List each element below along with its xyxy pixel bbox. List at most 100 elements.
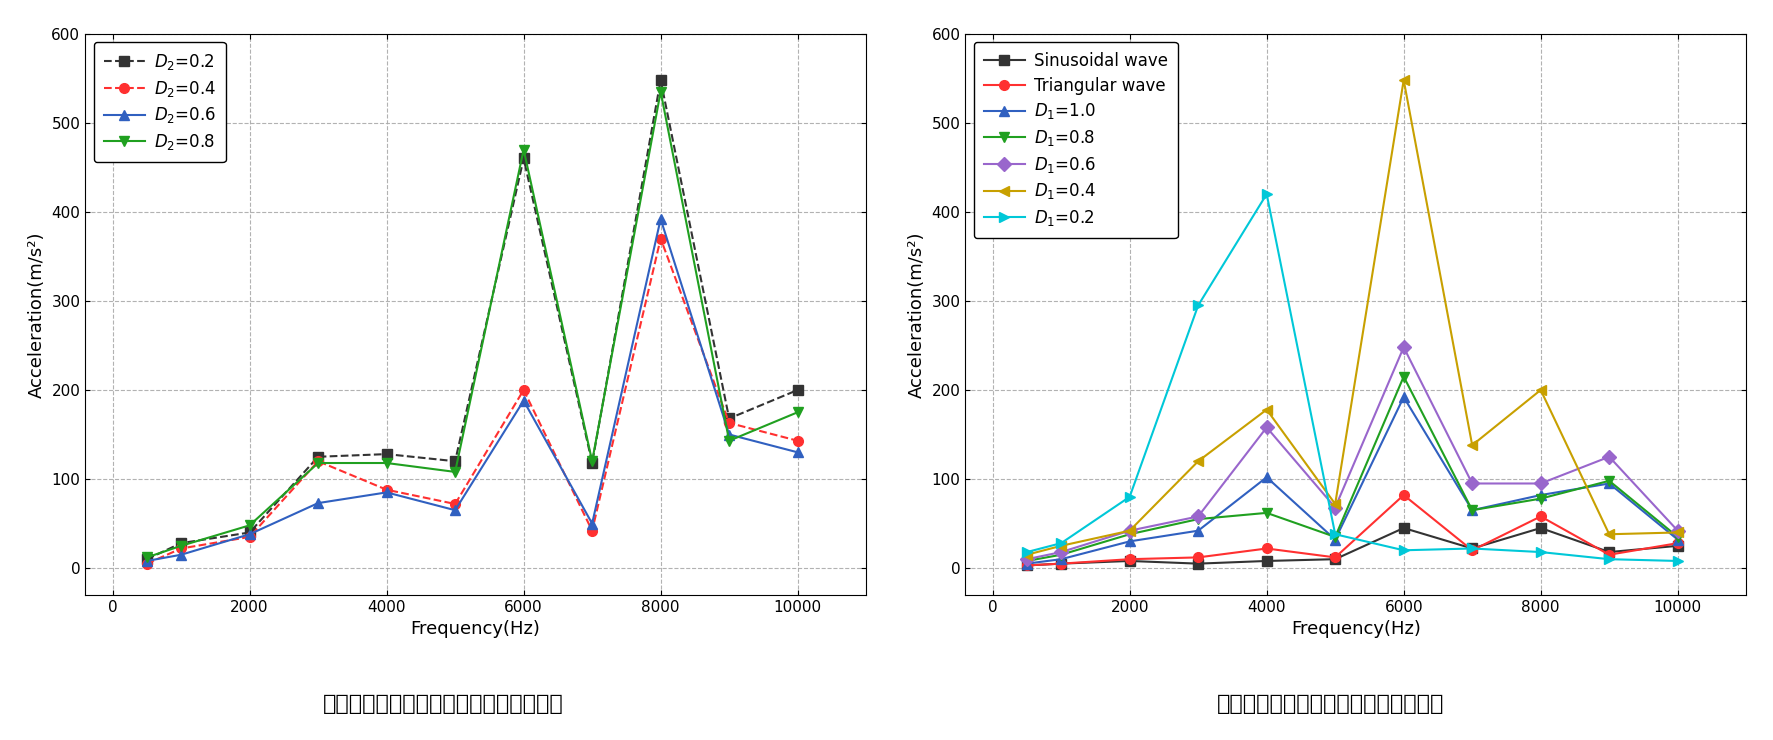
$D_1$=0.2: [1186, 301, 1207, 310]
$D_2$=0.6: [307, 499, 328, 508]
$D_2$=0.2: [376, 450, 397, 459]
$D_1$=1.0: [1461, 505, 1482, 514]
Triangular wave: [1392, 491, 1413, 500]
$D_1$=0.4: [1461, 441, 1482, 450]
$D_2$=0.6: [239, 530, 261, 539]
$D_1$=0.2: [1597, 555, 1619, 564]
$D_2$=0.2: [582, 459, 603, 468]
$D_2$=0.2: [137, 555, 158, 564]
$D_2$=0.8: [170, 542, 191, 551]
$D_2$=0.8: [512, 145, 534, 154]
$D_1$=0.2: [1392, 546, 1413, 555]
$D_1$=0.8: [1255, 508, 1277, 517]
$D_2$=0.2: [445, 457, 466, 465]
$D_2$=0.2: [787, 386, 808, 394]
$D_1$=0.4: [1324, 500, 1346, 508]
$D_2$=0.4: [376, 485, 397, 494]
Line: $D_2$=0.4: $D_2$=0.4: [142, 234, 801, 568]
$D_1$=1.0: [1119, 537, 1140, 546]
$D_1$=1.0: [1186, 526, 1207, 535]
$D_2$=0.4: [445, 500, 466, 508]
$D_1$=0.2: [1461, 544, 1482, 553]
$D_1$=0.4: [1667, 528, 1688, 537]
$D_1$=0.8: [1186, 515, 1207, 524]
$D_1$=0.8: [1050, 551, 1071, 559]
$D_1$=1.0: [1667, 535, 1688, 544]
$D_1$=0.2: [1255, 189, 1277, 198]
Text: 对称激励波形下的磁环振动加速度幅値: 对称激励波形下的磁环振动加速度幅値: [1216, 694, 1443, 714]
$D_2$=0.4: [649, 234, 670, 243]
$D_2$=0.2: [239, 528, 261, 537]
$D_2$=0.4: [787, 437, 808, 445]
$D_2$=0.2: [718, 414, 739, 423]
$D_2$=0.6: [512, 396, 534, 405]
$D_1$=0.4: [1392, 75, 1413, 84]
Line: $D_1$=0.2: $D_1$=0.2: [1021, 189, 1681, 566]
$D_1$=1.0: [1324, 535, 1346, 544]
Line: Triangular wave: Triangular wave: [1021, 490, 1681, 571]
Line: $D_1$=0.8: $D_1$=0.8: [1021, 371, 1681, 566]
$D_1$=0.4: [1186, 457, 1207, 465]
Triangular wave: [1255, 544, 1277, 553]
$D_2$=0.8: [787, 408, 808, 417]
$D_1$=0.8: [1597, 477, 1619, 485]
$D_1$=0.8: [1324, 533, 1346, 542]
$D_1$=0.6: [1119, 526, 1140, 535]
Triangular wave: [1119, 555, 1140, 564]
$D_2$=0.8: [649, 87, 670, 96]
$D_1$=1.0: [1016, 559, 1037, 568]
Text: 不对称激励波形下的磁环振动加速度幅値: 不对称激励波形下的磁环振动加速度幅値: [323, 694, 564, 714]
Triangular wave: [1016, 561, 1037, 570]
$D_2$=0.6: [170, 551, 191, 559]
$D_2$=0.6: [582, 519, 603, 528]
Legend: Sinusoidal wave, Triangular wave, $D_1$=1.0, $D_1$=0.8, $D_1$=0.6, $D_1$=0.4, $D: Sinusoidal wave, Triangular wave, $D_1$=…: [973, 42, 1177, 238]
$D_1$=0.4: [1119, 526, 1140, 535]
X-axis label: Frequency(Hz): Frequency(Hz): [1291, 620, 1420, 638]
$D_2$=0.6: [137, 556, 158, 565]
$D_2$=0.8: [376, 459, 397, 468]
Triangular wave: [1528, 512, 1550, 521]
$D_1$=0.8: [1392, 372, 1413, 381]
$D_1$=0.6: [1461, 479, 1482, 488]
$D_1$=0.8: [1119, 530, 1140, 539]
Triangular wave: [1186, 553, 1207, 562]
$D_1$=0.8: [1461, 505, 1482, 514]
$D_1$=0.4: [1528, 386, 1550, 394]
Sinusoidal wave: [1597, 548, 1619, 556]
Line: $D_2$=0.2: $D_2$=0.2: [142, 75, 801, 564]
$D_2$=0.4: [239, 533, 261, 542]
$D_1$=0.6: [1324, 503, 1346, 512]
Y-axis label: Acceleration(m/s²): Acceleration(m/s²): [28, 231, 46, 397]
Triangular wave: [1050, 559, 1071, 568]
$D_2$=0.6: [445, 505, 466, 514]
Triangular wave: [1324, 553, 1346, 562]
$D_2$=0.4: [307, 457, 328, 465]
Triangular wave: [1597, 551, 1619, 559]
Sinusoidal wave: [1255, 556, 1277, 565]
$D_2$=0.2: [170, 539, 191, 548]
$D_1$=0.8: [1016, 556, 1037, 565]
$D_1$=1.0: [1255, 473, 1277, 482]
$D_1$=1.0: [1050, 555, 1071, 564]
$D_1$=0.2: [1528, 548, 1550, 556]
$D_2$=0.8: [582, 457, 603, 465]
$D_2$=0.4: [137, 559, 158, 568]
$D_2$=0.8: [239, 521, 261, 530]
$D_2$=0.8: [137, 553, 158, 562]
$D_1$=0.4: [1255, 405, 1277, 414]
$D_2$=0.4: [582, 526, 603, 535]
Sinusoidal wave: [1461, 544, 1482, 553]
$D_1$=0.2: [1050, 539, 1071, 548]
$D_2$=0.6: [376, 488, 397, 497]
$D_1$=0.6: [1050, 548, 1071, 556]
$D_1$=1.0: [1392, 393, 1413, 402]
$D_1$=0.2: [1016, 548, 1037, 556]
Line: $D_1$=1.0: $D_1$=1.0: [1021, 392, 1681, 568]
$D_2$=0.4: [512, 386, 534, 394]
Sinusoidal wave: [1392, 524, 1413, 533]
$D_1$=0.6: [1667, 526, 1688, 535]
$D_2$=0.2: [649, 75, 670, 84]
Y-axis label: Acceleration(m/s²): Acceleration(m/s²): [908, 231, 926, 397]
$D_1$=0.6: [1186, 512, 1207, 521]
$D_1$=0.2: [1324, 530, 1346, 539]
